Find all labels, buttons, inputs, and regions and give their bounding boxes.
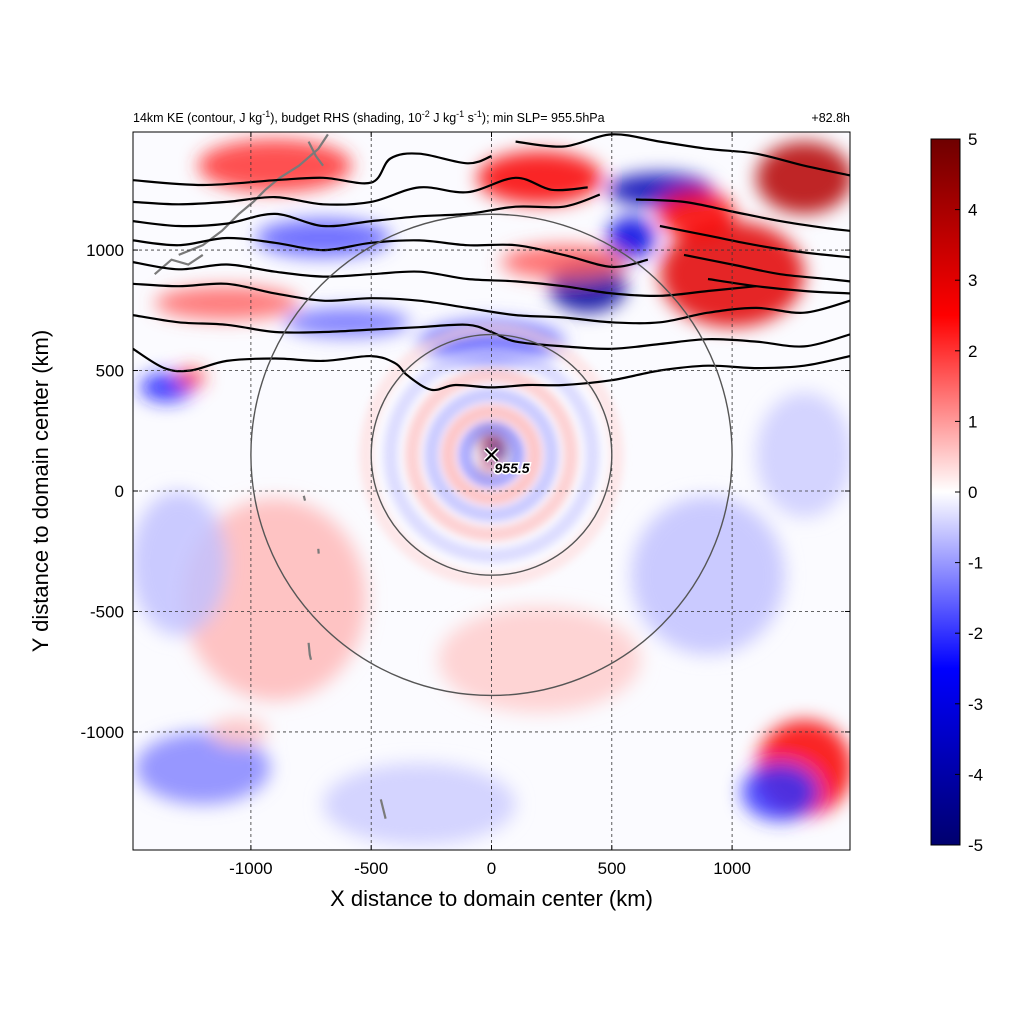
range-circles [250,213,733,697]
coastline-segment [307,642,313,660]
shading-blob [209,717,268,747]
shading-blob [183,498,367,701]
shading-blob [741,763,819,822]
x-tick-label: 500 [598,859,626,878]
marker-cross-stroke [484,448,499,462]
ke-contour-line [133,176,588,206]
colorbar-tick-label: -3 [968,695,983,714]
y-tick-label: -500 [90,602,124,621]
y-tick-label: 500 [96,362,124,381]
spiral-band [424,387,559,523]
colorbar-tick-label: 4 [968,201,977,220]
shading-blob [176,368,206,388]
ke-contour-line [515,133,850,177]
shading-blob [501,245,627,279]
shading-blob [756,392,850,518]
x-axis-ticks: -1000 -500 0 500 1000 [229,132,751,878]
colorbar-ticks: 5 4 3 2 1 0 -1 -2 -3 -4 -5 [955,130,983,855]
shading-blob [323,763,516,846]
colorbar-tick-label: 3 [968,271,977,290]
forecast-time-label: +82.8h [811,111,850,125]
shading-blob [631,495,786,655]
shading-blob [135,731,271,805]
ke-contour-line [133,347,850,392]
x-tick-label: 1000 [713,859,751,878]
colorbar-tick-label: -4 [968,765,983,784]
colorbar-tick-label: 5 [968,130,977,149]
colorbar-tick-label: 2 [968,342,977,361]
ke-contour-line [659,224,850,259]
colorbar-tick-label: 1 [968,412,977,431]
coastline-segment [178,133,329,256]
shading-blob [133,491,227,636]
ke-contour-line [133,193,601,228]
storm-center-marker [483,447,500,463]
colorbar-tick-label: -2 [968,624,983,643]
y-tick-label: -1000 [81,723,124,742]
colorbar: 5 4 3 2 1 0 -1 -2 -3 -4 -5 [930,130,983,855]
coastline-segment [379,799,387,819]
shading-blob [255,218,391,258]
shading-blob [481,458,494,476]
shading-blob [756,141,850,214]
ke-contour-line [133,261,757,297]
y-tick-label: 1000 [86,241,124,260]
ke-contour-line [707,277,850,295]
y-tick-label: 0 [115,482,124,501]
chart-title: 14km KE (contour, J kg-1), budget RHS (s… [133,109,605,125]
x-axis-label: X distance to domain center (km) [330,886,653,911]
range-circle [250,213,733,697]
spiral-band [383,346,600,563]
ke-contour-line [683,253,850,283]
range-circle [370,333,613,576]
coastline-segment [307,141,324,167]
x-tick-label: 0 [487,859,496,878]
shading-blob [606,216,656,260]
colorbar-tick-label: 0 [968,483,977,502]
shading-blob [154,286,300,320]
min-slp-label: 955.5 [495,460,530,476]
storm-center-group: 955.5 [483,447,531,477]
spiral-band [359,322,624,587]
coastline [153,133,387,819]
plot-area: 955.5 -1000 -500 0 500 1000 -1000 -500 0 500 100… [81,131,851,878]
ke-contour-line [133,236,649,269]
coastline-segment [302,495,307,501]
shading-blob [438,606,641,713]
y-axis-label: Y distance to domain center (km) [28,330,53,652]
shading-blob [657,189,735,239]
colorbar-tick-label: -5 [968,836,983,855]
colorbar-tick-label: -1 [968,554,983,573]
ke-contour-line [635,198,850,232]
shading-blob [477,151,603,205]
y-axis-ticks: -1000 -500 0 500 1000 [81,241,850,742]
x-tick-label: -1000 [229,859,272,878]
x-tick-label: -500 [354,859,388,878]
